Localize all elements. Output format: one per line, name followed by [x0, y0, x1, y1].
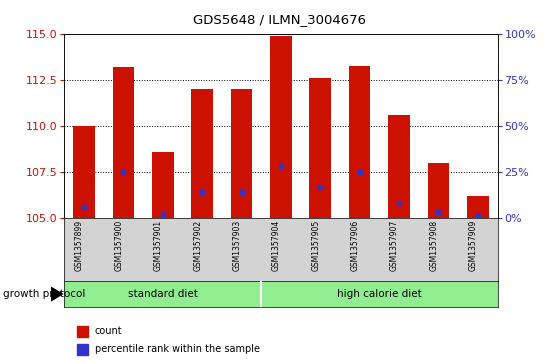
- Bar: [73, 126, 95, 218]
- Text: GSM1357902: GSM1357902: [193, 220, 202, 271]
- Bar: [191, 89, 213, 218]
- Text: GDS5648 / ILMN_3004676: GDS5648 / ILMN_3004676: [193, 13, 366, 26]
- Text: GSM1357909: GSM1357909: [469, 220, 478, 271]
- Text: high calorie diet: high calorie diet: [337, 289, 421, 299]
- Bar: [77, 344, 88, 355]
- Bar: [310, 78, 331, 218]
- Bar: [231, 89, 252, 218]
- Bar: [388, 115, 410, 218]
- Text: GSM1357901: GSM1357901: [154, 220, 163, 271]
- Bar: [467, 196, 489, 218]
- Text: GSM1357903: GSM1357903: [233, 220, 241, 271]
- Bar: [428, 163, 449, 218]
- Text: GSM1357906: GSM1357906: [350, 220, 359, 271]
- Text: GSM1357908: GSM1357908: [429, 220, 438, 271]
- Text: percentile rank within the sample: percentile rank within the sample: [94, 344, 259, 354]
- Bar: [349, 66, 371, 218]
- Bar: [152, 152, 174, 218]
- Text: GSM1357905: GSM1357905: [311, 220, 320, 271]
- Text: GSM1357899: GSM1357899: [75, 220, 84, 271]
- Text: count: count: [94, 326, 122, 336]
- Polygon shape: [51, 286, 64, 302]
- Text: GSM1357904: GSM1357904: [272, 220, 281, 271]
- Text: standard diet: standard diet: [128, 289, 198, 299]
- Text: GSM1357907: GSM1357907: [390, 220, 399, 271]
- Text: GSM1357900: GSM1357900: [115, 220, 124, 271]
- Bar: [112, 68, 134, 218]
- Text: growth protocol: growth protocol: [3, 289, 85, 299]
- Bar: [270, 36, 292, 218]
- Bar: [77, 326, 88, 337]
